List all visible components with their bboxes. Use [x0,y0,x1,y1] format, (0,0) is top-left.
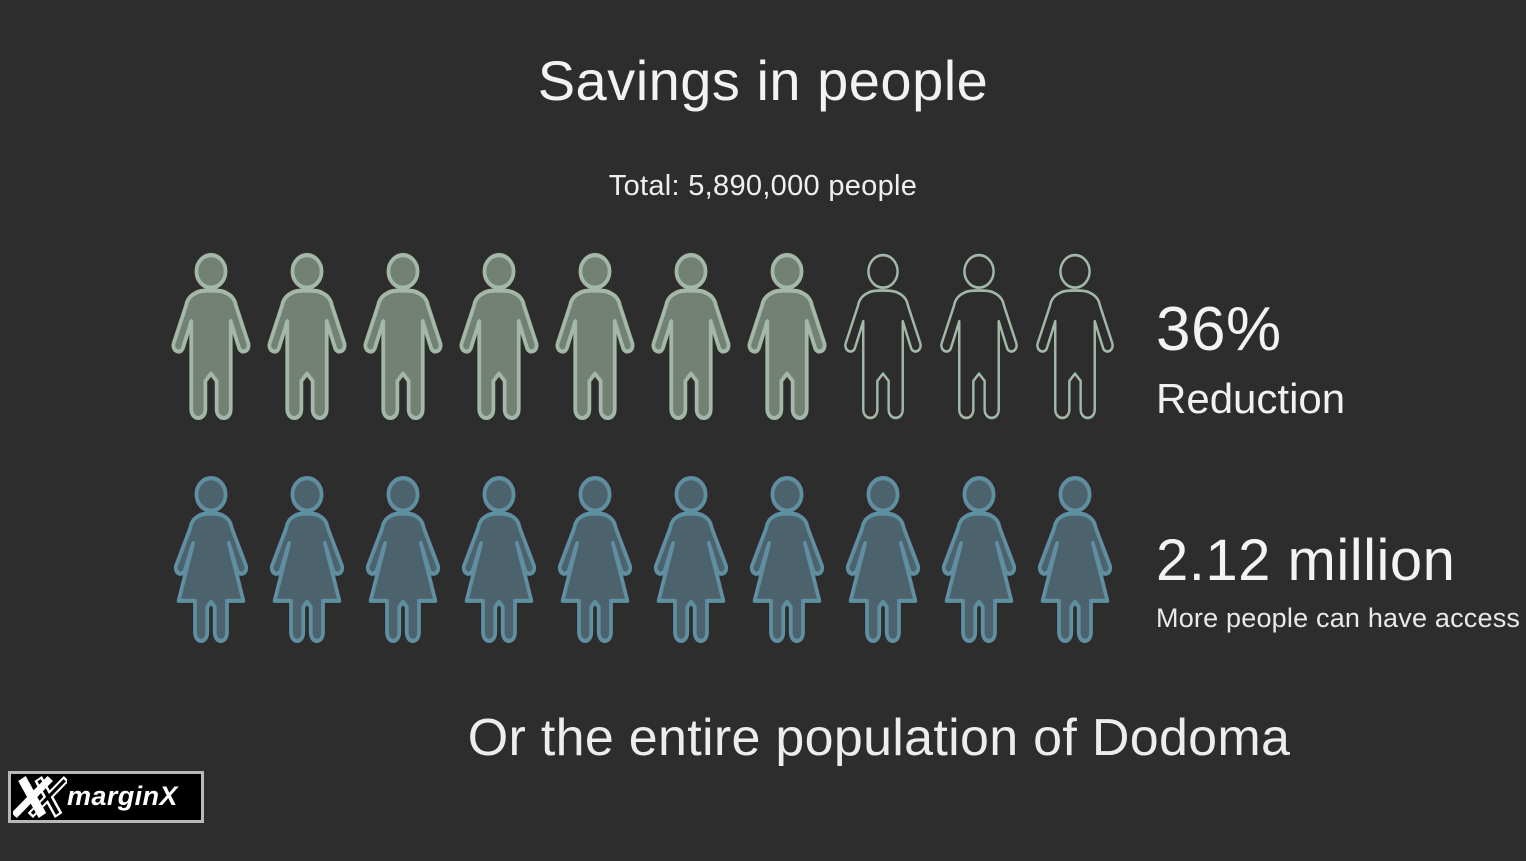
male-person-icon [267,253,347,420]
male-person-icon-outline [940,253,1018,420]
total-people-subtitle: Total: 5,890,000 people [608,170,918,202]
stat-block-reduction: 36% Reduction [1156,294,1345,423]
male-person-icon [171,253,251,420]
reduction-label: Reduction [1156,375,1346,423]
access-count: 2.12 million [1156,528,1456,593]
female-person-icon [845,476,921,643]
male-person-icon [363,253,443,420]
double-x-icon [13,776,67,818]
pictograph-row-access [164,475,1122,648]
marginx-logo-badge: marginX [8,771,204,823]
female-person-icon [269,476,345,643]
male-person-icon-outline [844,253,922,420]
pictograph-row-reduction [164,252,1122,425]
female-person-icon [653,476,729,643]
female-person-icon [461,476,537,643]
logo-brand-text: marginX [67,780,178,811]
reduction-percentage: 36% [1156,295,1282,364]
female-person-icon [173,476,249,643]
female-person-icon [749,476,825,643]
male-person-icon [747,253,827,420]
female-person-icon [1037,476,1113,643]
male-person-icon [459,253,539,420]
male-person-icon-outline [1036,253,1114,420]
male-person-icon [651,253,731,420]
comparison-caption: Or the entire population of Dodoma [467,709,1291,767]
male-person-icon [555,253,635,420]
stat-block-access: 2.12 million More people can have access [1156,528,1520,634]
access-label: More people can have access [1156,602,1521,633]
page-title: Savings in people [537,49,989,112]
female-person-icon [557,476,633,643]
female-person-icon [365,476,441,643]
female-person-icon [941,476,1017,643]
